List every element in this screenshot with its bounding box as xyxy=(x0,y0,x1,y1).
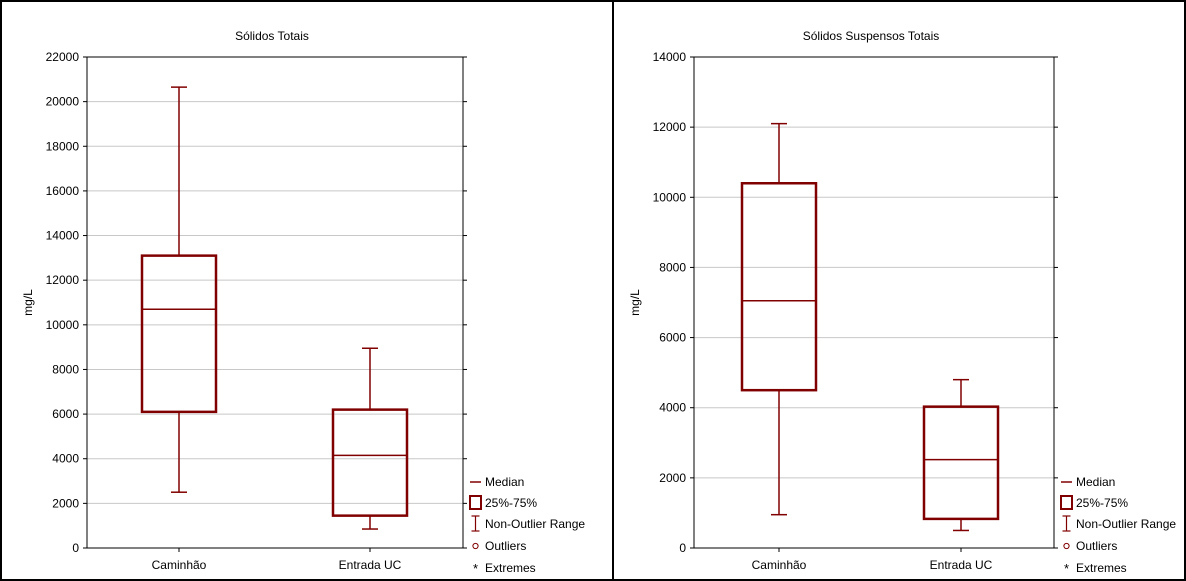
legend-outliers-swatch xyxy=(472,542,479,550)
y-tick-label: 2000 xyxy=(659,471,686,485)
y-tick-label: 22000 xyxy=(46,50,80,64)
box-plot-2: Entrada UC xyxy=(331,347,409,572)
y-tick-label: 6000 xyxy=(52,407,79,421)
y-tick-label: 6000 xyxy=(659,331,686,345)
legend: Median 25%-75% Non-Outlier Range Outliers * E… xyxy=(1060,475,1176,576)
plot-area xyxy=(693,56,1055,549)
legend-outliers-label: Outliers xyxy=(485,539,526,553)
legend-extremes-label: Extremes xyxy=(485,561,536,575)
y-tick-label: 4000 xyxy=(659,401,686,415)
chart-panel-2: 0 2000 4000 6000 8000 10000 12000 14000 Sólidos … xyxy=(612,0,1186,581)
y-axis-label: mg/L xyxy=(628,289,642,316)
y-tick-label: 10000 xyxy=(46,318,80,332)
iqr-box xyxy=(922,405,1000,521)
plot-area xyxy=(86,56,464,549)
legend-box-label: 25%-75% xyxy=(485,496,537,510)
y-tick-label: 8000 xyxy=(659,260,686,274)
x-tick-label: Entrada UC xyxy=(339,558,402,572)
legend-extremes-label: Extremes xyxy=(1076,561,1127,575)
legend-range-label: Non-Outlier Range xyxy=(485,517,585,531)
box-plot-1: Caminhão xyxy=(740,122,818,572)
box-plot-2: Entrada UC xyxy=(922,378,1000,572)
y-tick-label: 8000 xyxy=(52,362,79,376)
legend-box-label: 25%-75% xyxy=(1076,496,1128,510)
y-tick-label: 0 xyxy=(72,541,79,555)
y-axis-label: mg/L xyxy=(21,289,35,316)
legend-box-swatch xyxy=(469,495,482,510)
y-tick-label: 0 xyxy=(679,541,686,555)
legend: Median 25%-75% Non-Outlier Range Outliers * E… xyxy=(469,475,585,576)
y-tick-label: 20000 xyxy=(46,95,80,109)
legend-range-label: Non-Outlier Range xyxy=(1076,517,1176,531)
chart-title: Sólidos Totais xyxy=(235,29,309,43)
y-tick-label: 14000 xyxy=(653,50,687,64)
y-tick-label: 12000 xyxy=(653,120,687,134)
chart-panel-1: 0 2000 4000 6000 8000 10000 12000 14000 16000 180… xyxy=(0,0,614,581)
legend-outliers-swatch xyxy=(1063,542,1070,550)
y-tick-label: 10000 xyxy=(653,190,687,204)
legend-outliers-label: Outliers xyxy=(1076,539,1117,553)
box-plot-1: Caminhão xyxy=(140,86,218,572)
y-tick-label: 16000 xyxy=(46,184,80,198)
legend-median-label: Median xyxy=(485,475,524,489)
x-tick-label: Entrada UC xyxy=(930,558,993,572)
y-tick-label: 18000 xyxy=(46,139,80,153)
panel-frame xyxy=(0,0,614,581)
iqr-box xyxy=(740,182,818,392)
x-tick-label: Caminhão xyxy=(752,558,807,572)
y-tick-label: 12000 xyxy=(46,273,80,287)
panel-frame xyxy=(612,0,1186,581)
y-tick-label: 2000 xyxy=(52,496,79,510)
legend-median-label: Median xyxy=(1076,475,1115,489)
x-tick-label: Caminhão xyxy=(152,558,207,572)
iqr-box xyxy=(140,254,218,414)
iqr-box xyxy=(331,408,409,517)
chart-title: Sólidos Suspensos Totais xyxy=(803,29,940,43)
y-tick-label: 4000 xyxy=(52,452,79,466)
legend-box-swatch xyxy=(1060,495,1073,510)
legend-extremes-swatch: * xyxy=(473,561,478,576)
y-tick-label: 14000 xyxy=(46,229,80,243)
legend-extremes-swatch: * xyxy=(1064,561,1069,576)
